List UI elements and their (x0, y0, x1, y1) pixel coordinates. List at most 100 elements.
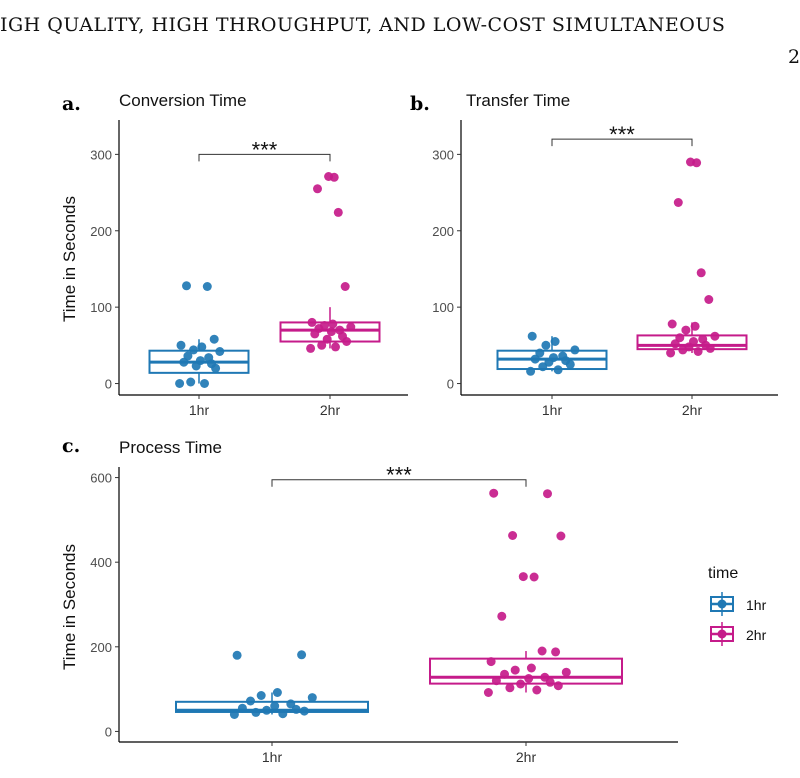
data-point-1hr (278, 709, 288, 719)
data-point-2hr (491, 676, 501, 686)
data-point-2hr (532, 685, 542, 695)
data-point-2hr (673, 198, 683, 207)
data-point-2hr (551, 647, 561, 657)
data-point-1hr (256, 691, 266, 700)
data-point-2hr (704, 295, 714, 304)
significance-bracket (198, 153, 331, 162)
data-point-1hr (195, 356, 205, 366)
data-point-1hr (183, 351, 193, 361)
data-point-2hr (537, 646, 547, 656)
x-tick-label: 1hr (189, 402, 210, 418)
panel-letter-b: b. (410, 93, 430, 115)
significance-label: *** (609, 122, 635, 147)
box-iqr-2hr (429, 657, 623, 685)
data-point-2hr (497, 611, 507, 621)
data-point-2hr (340, 282, 350, 291)
data-point-2hr (505, 683, 515, 693)
panel-title-transfer: Transfer Time (466, 91, 570, 110)
data-point-1hr (251, 707, 261, 717)
y-tick-label: 200 (90, 224, 112, 239)
data-point-2hr (529, 572, 539, 582)
x-tick-label: 2hr (516, 749, 537, 765)
data-point-2hr (543, 489, 552, 499)
data-point-1hr (541, 340, 551, 350)
data-point-2hr (526, 663, 536, 673)
panel-transfer-time: b. Transfer Time 0 100 200 300 1hr 2hr *** (410, 91, 778, 418)
data-point-1hr (526, 366, 536, 376)
y-axis-label-conversion: Time in Seconds (60, 196, 79, 322)
data-point-2hr (510, 665, 520, 675)
x-tick-label: 1hr (262, 749, 283, 765)
data-point-2hr (670, 339, 680, 349)
data-point-1hr (209, 334, 219, 344)
data-point-2hr (686, 157, 695, 167)
data-point-2hr (313, 184, 322, 194)
data-point-1hr (535, 348, 545, 358)
y-tick-label: 200 (432, 224, 454, 239)
data-point-2hr (556, 531, 566, 541)
legend-key-1hr (710, 592, 734, 616)
x-tick-label: 1hr (542, 402, 563, 418)
significance-label: *** (252, 137, 278, 162)
legend: time 1hr 2hr (708, 565, 767, 646)
data-point-1hr (215, 347, 225, 356)
data-point-1hr (530, 354, 540, 364)
data-point-2hr (524, 674, 534, 683)
data-point-1hr (200, 379, 209, 388)
running-header: IGH QUALITY, HIGH THROUGHPUT, AND LOW-CO… (0, 14, 726, 36)
data-point-2hr (306, 343, 316, 353)
legend-key-2hr (710, 622, 734, 646)
data-point-1hr (189, 345, 198, 355)
data-point-1hr (237, 703, 247, 713)
y-tick-label: 300 (90, 147, 112, 162)
y-tick-label: 300 (432, 147, 454, 162)
panel-letter-c: c. (62, 435, 80, 457)
panel-title-conversion: Conversion Time (119, 91, 247, 110)
y-tick-label: 200 (90, 640, 112, 655)
data-point-2hr (698, 334, 708, 344)
data-point-2hr (486, 657, 496, 667)
data-point-1hr (186, 377, 196, 387)
y-tick-label: 0 (105, 377, 112, 392)
data-point-2hr (518, 572, 528, 582)
data-point-2hr (320, 321, 329, 330)
data-point-1hr (553, 365, 563, 375)
data-point-2hr (346, 322, 356, 332)
legend-title: time (708, 565, 738, 582)
y-tick-label: 100 (90, 300, 112, 315)
legend-key-point (717, 629, 727, 639)
data-point-2hr (335, 325, 345, 335)
significance-label: *** (386, 463, 412, 488)
box-iqr-1hr (175, 700, 369, 713)
y-tick-label: 600 (90, 471, 112, 486)
data-point-2hr (326, 327, 336, 337)
significance-bracket (551, 138, 693, 147)
x-tick-label: 2hr (320, 402, 341, 418)
data-point-1hr (176, 340, 186, 350)
data-point-1hr (286, 699, 296, 709)
data-point-2hr (689, 337, 698, 346)
data-point-2hr (666, 348, 676, 358)
page-number: 2 (788, 46, 800, 68)
data-point-1hr (558, 351, 568, 361)
data-point-1hr (202, 282, 212, 291)
data-point-2hr (675, 333, 685, 343)
data-point-1hr (291, 704, 301, 714)
panel-conversion-time: a. Conversion Time Time in Seconds 0 100 2… (60, 91, 408, 418)
legend-label-2hr: 2hr (746, 627, 767, 643)
data-point-1hr (550, 337, 560, 346)
data-point-1hr (299, 706, 309, 716)
x-tick-label: 2hr (682, 402, 703, 418)
y-tick-label: 100 (432, 300, 454, 315)
data-point-2hr (540, 672, 550, 682)
data-point-1hr (270, 701, 280, 711)
data-point-1hr (197, 342, 207, 352)
data-point-2hr (696, 268, 706, 278)
data-point-2hr (553, 681, 563, 691)
data-point-2hr (561, 667, 571, 677)
data-point-1hr (182, 281, 191, 291)
data-point-2hr (322, 334, 332, 344)
data-point-2hr (693, 347, 703, 356)
data-point-2hr (483, 688, 493, 697)
data-point-1hr (297, 650, 307, 660)
